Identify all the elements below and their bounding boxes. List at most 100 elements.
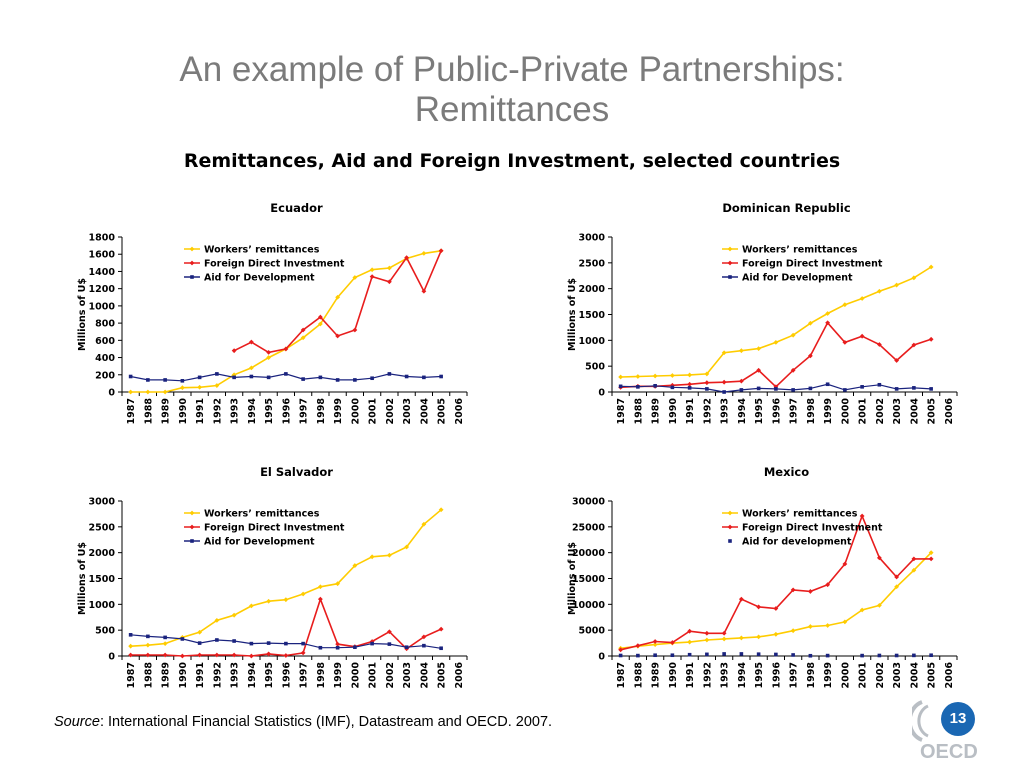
data-point [301,377,305,381]
chart-svg: Ecuador Millions of U$ 0 200 400 600 800 1000 12… [77,201,468,425]
data-point [146,378,150,382]
legend-marker [189,524,195,530]
data-point [248,603,254,609]
data-point [353,645,357,650]
data-point [825,653,830,658]
oecd-logo: OECD [912,700,978,760]
data-point [894,358,900,363]
y-tick-label: 1500 [89,574,116,585]
data-point [704,637,710,643]
data-point [335,641,341,647]
x-tick-label: 1994 [737,398,748,425]
data-point [422,375,426,380]
data-point [162,641,168,646]
x-tick-label: 1988 [633,662,644,689]
x-tick-label: 1994 [247,398,258,425]
data-point [825,311,831,316]
data-point [652,639,658,644]
data-point [652,373,658,379]
data-point [859,607,865,613]
y-tick-label: 3000 [579,233,606,244]
data-point [670,385,675,390]
data-point [128,374,133,379]
y-axis-label: Millions of U$ [77,278,88,351]
data-point [842,561,848,567]
x-tick-label: 1999 [823,398,834,424]
legend-item-aid-for-development: Aid for Development [184,537,315,548]
x-tick-label: 2003 [402,398,413,424]
data-point [215,372,219,376]
x-tick-label: 2002 [875,662,886,688]
data-point [300,591,306,597]
x-tick-label: 1989 [161,398,172,424]
data-point [756,386,761,391]
data-point [721,636,727,642]
slide-title-line2: Remittances [414,90,610,129]
legend-marker [727,246,733,252]
x-tick-label: 1996 [771,662,782,689]
x-tick-label: 1991 [195,662,206,688]
y-tick-label: 1000 [579,336,606,347]
data-point [180,637,185,641]
data-point [876,555,882,561]
data-point [404,374,409,379]
legend-item-foreign-direct-investment: Foreign Direct Investment [722,259,883,270]
data-point [145,652,151,658]
data-point [912,386,916,390]
y-tick-label: 1000 [89,301,116,312]
data-point [618,653,623,658]
data-point [335,294,341,300]
y-tick-label: 0 [108,388,115,399]
data-point [421,288,427,294]
x-tick-label: 1997 [299,662,310,688]
legend-item-foreign-direct-investment: Foreign Direct Investment [184,523,345,534]
series-aid-for-development [128,372,443,383]
data-point [370,641,374,646]
legend-label: Aid for Development [742,273,853,284]
data-point [231,652,237,658]
y-tick-label: 5000 [579,626,606,637]
y-tick-label: 1800 [89,233,116,244]
data-point [859,513,865,519]
legend-marker [728,539,732,543]
data-point [704,380,710,386]
data-point [738,378,744,384]
series-line [130,596,442,657]
data-point [214,383,220,388]
data-point [704,371,710,377]
data-point [284,641,288,646]
chart-svg: Dominican Republic Millions of U$ 0 500 1000… [567,201,958,425]
legend-label: Workers’ remittances [204,509,320,520]
y-tick-label: 500 [95,626,115,637]
legend-marker [189,246,195,252]
data-point [721,630,727,636]
x-tick-label: 2003 [402,662,413,688]
x-tick-label: 2002 [875,398,886,424]
series-line [620,266,932,378]
legend-item-workers-remittances: Workers’ remittances [722,509,858,520]
data-point [670,653,675,658]
data-point [928,336,934,342]
data-point [352,275,358,280]
data-point [231,612,237,618]
data-point [756,652,761,656]
data-point [335,645,340,650]
data-point [721,350,727,356]
y-tick-label: 0 [108,652,115,663]
x-tick-label: 1994 [247,662,258,689]
data-point [825,582,831,588]
legend-label: Workers’ remittances [204,245,320,256]
data-point [876,602,882,608]
data-point [404,544,410,550]
data-point [687,372,693,378]
legend-label: Foreign Direct Investment [204,259,345,270]
data-point [739,388,744,392]
data-point [317,584,323,590]
data-point [163,378,167,382]
y-tick-label: 400 [95,353,115,364]
y-tick-label: 500 [585,362,605,373]
data-point [911,567,917,573]
x-tick-label: 1992 [702,662,713,688]
data-point [808,653,813,658]
data-point [197,652,203,658]
